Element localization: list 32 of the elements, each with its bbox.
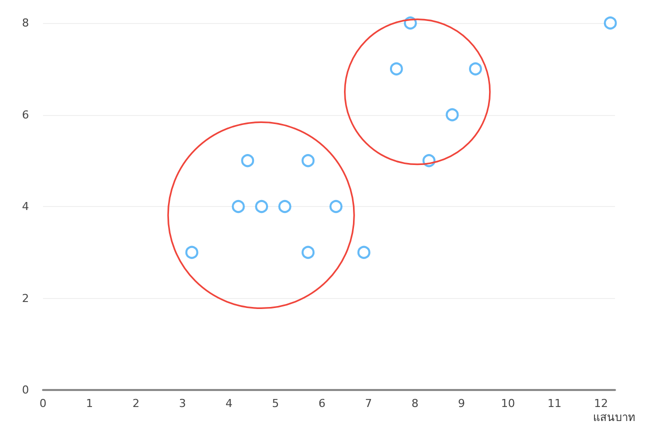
y-tick-label: 2: [22, 292, 29, 305]
y-tick-label: 8: [22, 16, 29, 30]
y-tick-label: 6: [22, 108, 29, 122]
point: [241, 154, 254, 168]
x-tick-label: 1: [86, 397, 94, 410]
point: [357, 246, 370, 259]
x-tick-label: 7: [365, 397, 372, 410]
point: [255, 200, 268, 213]
x-tick-label: 3: [179, 397, 186, 410]
x-tick-label: 2: [132, 397, 140, 410]
point: [329, 200, 342, 213]
x-tick-label: 0: [40, 397, 46, 410]
point: [302, 246, 315, 259]
x-tick-label: 6: [318, 397, 326, 410]
x-axis-title: แสนบาท: [593, 411, 635, 424]
x-tick-label: 4: [226, 397, 233, 410]
y-tick-label: 0: [22, 384, 29, 396]
point: [278, 200, 292, 213]
point: [302, 154, 315, 168]
y-tick-label: 4: [22, 200, 29, 213]
x-tick-label: 5: [272, 397, 280, 410]
point: [604, 16, 617, 30]
x-tick-label: 12: [594, 397, 608, 410]
x-tick-label: 9: [458, 397, 466, 410]
x-tick-label: 10: [501, 397, 516, 410]
point: [469, 62, 482, 76]
point: [185, 246, 198, 259]
point: [446, 108, 459, 122]
x-tick-label: 11: [548, 397, 562, 410]
point: [232, 200, 245, 213]
point: [390, 62, 403, 76]
x-tick-label: 8: [412, 397, 419, 410]
